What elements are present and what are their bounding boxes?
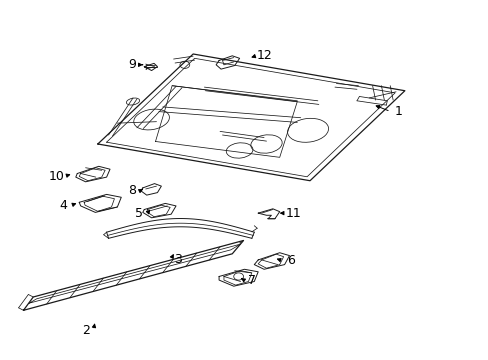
- Text: 10: 10: [48, 170, 64, 183]
- Text: 8: 8: [128, 184, 136, 197]
- Text: 2: 2: [81, 324, 89, 337]
- Text: 3: 3: [174, 253, 182, 266]
- Text: 12: 12: [256, 49, 271, 62]
- Text: 6: 6: [286, 255, 294, 267]
- Text: 5: 5: [135, 207, 143, 220]
- Text: 9: 9: [128, 58, 136, 71]
- Text: 7: 7: [247, 274, 255, 287]
- Text: 4: 4: [60, 199, 67, 212]
- Text: 11: 11: [285, 207, 301, 220]
- Text: 1: 1: [394, 105, 402, 118]
